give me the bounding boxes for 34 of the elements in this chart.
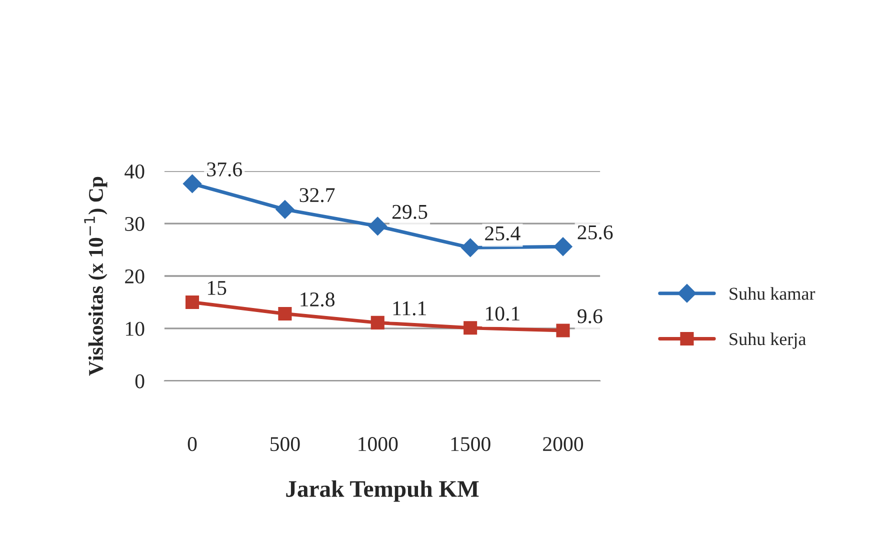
point [556, 324, 570, 338]
x-tick-label: 1500 [451, 437, 490, 452]
data-label: 37.6 [207, 162, 242, 177]
point [278, 306, 292, 321]
legend-label: Suhu kamar [730, 287, 816, 300]
data-label: 29.5 [392, 204, 428, 219]
y-tick-label: 40 [124, 164, 144, 179]
y-tick-label: 0 [135, 374, 144, 388]
data-label: 12.8 [300, 292, 335, 307]
point [186, 295, 200, 309]
data-label: 32.7 [300, 188, 335, 202]
y-tick-label: 20 [125, 269, 144, 284]
data-label: 10.1 [486, 306, 520, 321]
point [554, 237, 572, 256]
legend-label: Suhu kerja [730, 332, 806, 349]
data-label: 25.6 [578, 225, 613, 240]
y-tick-label: 30 [125, 216, 144, 231]
point [182, 174, 202, 194]
y-tick-label: 10 [126, 322, 144, 336]
data-label: 25.4 [485, 226, 520, 240]
x-tick-label: 0 [188, 437, 197, 452]
point [276, 200, 294, 219]
x-tick-label: 2000 [543, 437, 584, 452]
x-axis-title: Jarak Tempuh KM [286, 480, 479, 502]
x-tick-label: 500 [270, 437, 300, 452]
point [460, 238, 480, 258]
data-label: 9.6 [578, 309, 602, 324]
point [368, 216, 387, 236]
x-tick-label: 1000 [358, 437, 398, 452]
data-label: 11.1 [393, 301, 426, 316]
y-axis-title: Viskositas (x 10$^{−1}$) Cp [84, 176, 108, 376]
point [464, 321, 478, 335]
point [370, 316, 384, 330]
data-label: 15 [208, 280, 226, 295]
